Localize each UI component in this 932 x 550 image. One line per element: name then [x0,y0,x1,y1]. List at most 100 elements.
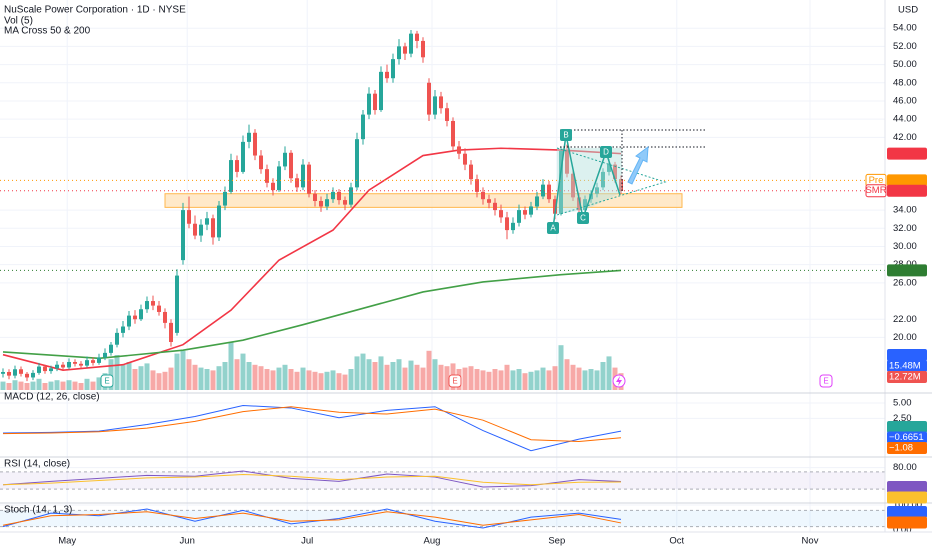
pattern-point [600,146,612,158]
indicator-line [2,404,622,452]
y-tick-label: 5.00 [893,398,912,409]
volume-bar [474,369,480,390]
arrow [627,145,649,185]
candle-body [601,171,605,188]
volume-bar [576,367,582,390]
candle-body [175,275,179,333]
candle-body [493,202,497,211]
volume-bar [222,362,228,390]
y-tick-label: 26.00 [893,277,917,288]
candle-body [499,210,503,218]
candle-body [169,322,173,342]
volume-bar [396,359,402,390]
price-badge-label: 15.48M [889,361,921,372]
volume-bar [132,369,138,390]
candle-body [565,150,569,174]
currency: USD [898,5,918,16]
y-tick-label: 42.00 [893,132,917,143]
candle-body [433,96,437,115]
ma-label: MA Cross 50 & 200 [4,26,91,37]
candle-body [577,197,581,211]
volume-bar [48,381,54,390]
candle-body [511,222,515,231]
volume-bar [42,383,48,390]
candle-body [121,326,125,333]
volume-bar [138,366,144,390]
volume-bar [24,383,30,390]
volume-bar [336,373,342,390]
candle-body [535,196,539,207]
volume-bar [30,381,36,390]
candle-body [517,210,521,223]
pattern-point [547,222,559,234]
price-badge [887,349,927,361]
candle-body [241,141,245,172]
candle-body [223,191,227,206]
volume-bar [546,370,552,390]
volume-bar [282,364,288,390]
price-badge [887,174,927,187]
pattern-area [557,148,622,214]
candle-body [607,164,611,172]
pane-title: RSI (14, close) [4,459,70,470]
volume-bar [606,356,612,390]
volume-bar [558,345,564,390]
candle-body [247,132,251,142]
y-tick-label: 46.00 [893,95,917,106]
candle-body [109,344,113,353]
candle-body [391,59,395,79]
candle-body [445,108,449,121]
candle-body [325,199,329,207]
volume-bar [270,370,276,390]
volume-bar [90,381,96,390]
candle-body [277,166,281,191]
candle-body [547,184,551,200]
candle-body [61,364,65,368]
y-tick-label: 48.00 [893,77,917,88]
candle-body [217,205,221,238]
candle-body [7,371,11,376]
volume-bar [6,383,12,390]
volume-bar [186,359,192,390]
candle-body [283,152,287,167]
volume-bar [18,381,24,390]
chart-title: NuScale Power Corporation · 1D · NYSE [4,5,186,16]
x-tick-label: Aug [424,536,441,547]
volume-bar [240,353,246,390]
price-badge [887,516,927,529]
candle-body [487,199,491,203]
volume-bar [114,355,120,390]
volume-bar [324,371,330,390]
volume-bar [246,362,252,390]
volume-bar [468,366,474,390]
candle-body [301,164,305,188]
event-marker [819,374,833,388]
y-tick-label: 30.00 [893,241,917,252]
volume-bar [168,367,174,390]
volume-bar [300,367,306,390]
candle-body [451,120,455,147]
volume-bar [582,370,588,390]
volume-bar [408,360,414,390]
candle-body [373,93,377,111]
volume-bar [0,381,6,390]
candle-body [331,191,335,200]
y-tick-label: 52.00 [893,41,917,52]
candle-body [31,372,35,378]
volume-bar [306,370,312,390]
volume-bar [174,353,180,390]
volume-bar [60,381,66,390]
y-tick-label: 44.00 [893,114,917,125]
volume-bar [150,370,156,390]
candle-body [163,311,167,323]
candle-body [469,164,473,180]
volume-bar [162,371,168,390]
volume-bar [342,374,348,390]
volume-bar [402,367,408,390]
plot: 54.00 52.00 50.00 48.00 46.00 44.00 42.00 34.00… [0,23,922,547]
candle-body [271,182,275,191]
price-badge [887,431,927,444]
indicator-line [2,406,622,443]
